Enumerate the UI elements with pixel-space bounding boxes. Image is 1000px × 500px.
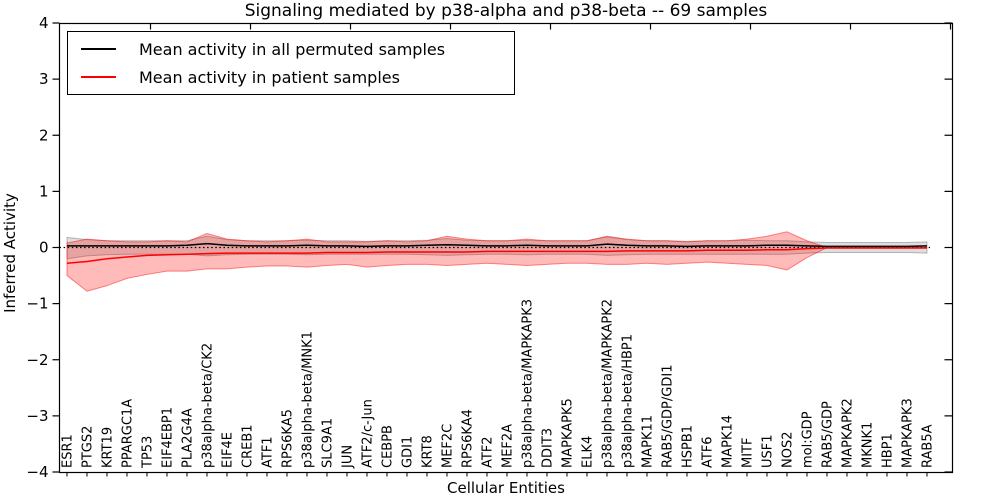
legend-item-permuted: Mean activity in all permuted samples bbox=[68, 35, 514, 63]
x-tick-label: USF1 bbox=[761, 434, 776, 468]
x-tick-label: RAB5/GDP bbox=[821, 401, 836, 468]
legend-line-sample-black bbox=[81, 48, 116, 50]
x-tick-label: SLC9A1 bbox=[321, 418, 336, 468]
x-tick-label: MEF2C bbox=[441, 424, 456, 468]
legend-label-permuted: Mean activity in all permuted samples bbox=[139, 39, 446, 59]
x-tick-label: MITF bbox=[741, 438, 756, 468]
y-tick-label: −4 bbox=[26, 463, 48, 481]
y-tick-label: −1 bbox=[26, 295, 48, 313]
x-tick-label: MAPK11 bbox=[641, 415, 656, 468]
x-tick-label: ATF1 bbox=[261, 436, 276, 468]
x-tick-label: p38alpha-beta/HBP1 bbox=[621, 334, 636, 468]
x-tick-label: p38alpha-beta/CK2 bbox=[201, 343, 216, 468]
x-tick-label: p38alpha-beta/MAPKAPK2 bbox=[601, 299, 616, 468]
x-tick-label: MEF2A bbox=[501, 424, 516, 468]
y-tick-label: 0 bbox=[39, 239, 49, 257]
x-tick-label: MAPKAPK2 bbox=[841, 398, 856, 468]
x-tick-label: KRT19 bbox=[101, 427, 116, 468]
x-tick-label: EIF4E bbox=[221, 432, 236, 468]
x-tick-label: MAPK14 bbox=[721, 415, 736, 468]
x-tick-label: p38alpha-beta/MAPKAPK3 bbox=[521, 299, 536, 468]
x-tick-label: MKNK1 bbox=[861, 422, 876, 468]
x-tick-label: PLA2G4A bbox=[181, 408, 196, 468]
y-tick-label: −3 bbox=[26, 407, 48, 425]
x-tick-label: ESR1 bbox=[61, 434, 76, 468]
y-tick-label: 2 bbox=[39, 126, 49, 144]
x-tick-label: GDI1 bbox=[401, 436, 416, 468]
x-axis-label: Cellular Entities bbox=[447, 479, 565, 497]
x-tick-label: MAPKAPK5 bbox=[561, 398, 576, 468]
x-tick-label: ATF2 bbox=[481, 436, 496, 468]
legend: Mean activity in all permuted samples Me… bbox=[67, 31, 515, 95]
x-tick-label: mol:GDP bbox=[801, 411, 816, 468]
x-tick-label: CEBPB bbox=[381, 425, 396, 468]
x-tick-label: PTGS2 bbox=[81, 426, 96, 468]
legend-line-sample-red bbox=[81, 76, 116, 78]
x-tick-label: RAB5/GDP/GDI1 bbox=[661, 365, 676, 468]
y-tick-label: 1 bbox=[39, 182, 49, 200]
x-tick-label: ELK4 bbox=[581, 436, 596, 468]
y-tick-label: −2 bbox=[26, 351, 48, 369]
x-tick-label: RAB5A bbox=[921, 424, 936, 468]
chart-title: Signaling mediated by p38-alpha and p38-… bbox=[244, 1, 768, 21]
y-tick-label: 4 bbox=[39, 14, 49, 32]
x-tick-label: EIF4EBP1 bbox=[161, 407, 176, 468]
x-tick-label: PPARGC1A bbox=[121, 399, 136, 468]
permuted-mean-line bbox=[67, 242, 928, 248]
x-tick-label: RPS6KA5 bbox=[281, 409, 296, 468]
x-tick-label: JUN bbox=[341, 445, 356, 469]
x-tick-label: DDIT3 bbox=[541, 428, 556, 468]
legend-label-patient: Mean activity in patient samples bbox=[139, 67, 400, 87]
x-tick-label: HBP1 bbox=[881, 433, 896, 468]
x-tick-label: CREB1 bbox=[241, 424, 256, 468]
legend-item-patient: Mean activity in patient samples bbox=[68, 63, 514, 91]
x-tick-label: MAPKAPK3 bbox=[901, 398, 916, 468]
x-tick-label: TP53 bbox=[141, 436, 156, 469]
patient-mean-line bbox=[66, 247, 927, 264]
x-tick-label: KRT8 bbox=[421, 435, 436, 468]
x-tick-label: p38alpha-beta/MNK1 bbox=[301, 331, 316, 468]
patient-range-band bbox=[66, 231, 928, 292]
x-tick-label: HSPB1 bbox=[681, 425, 696, 468]
x-tick-label: NOS2 bbox=[781, 432, 796, 468]
x-tick-label: ATF2/c-Jun bbox=[361, 399, 376, 468]
y-axis-label: Inferred Activity bbox=[1, 193, 19, 313]
y-tick-label: 3 bbox=[39, 70, 49, 88]
x-tick-label: RPS6KA4 bbox=[461, 409, 476, 468]
x-tick-label: ATF6 bbox=[701, 436, 716, 468]
